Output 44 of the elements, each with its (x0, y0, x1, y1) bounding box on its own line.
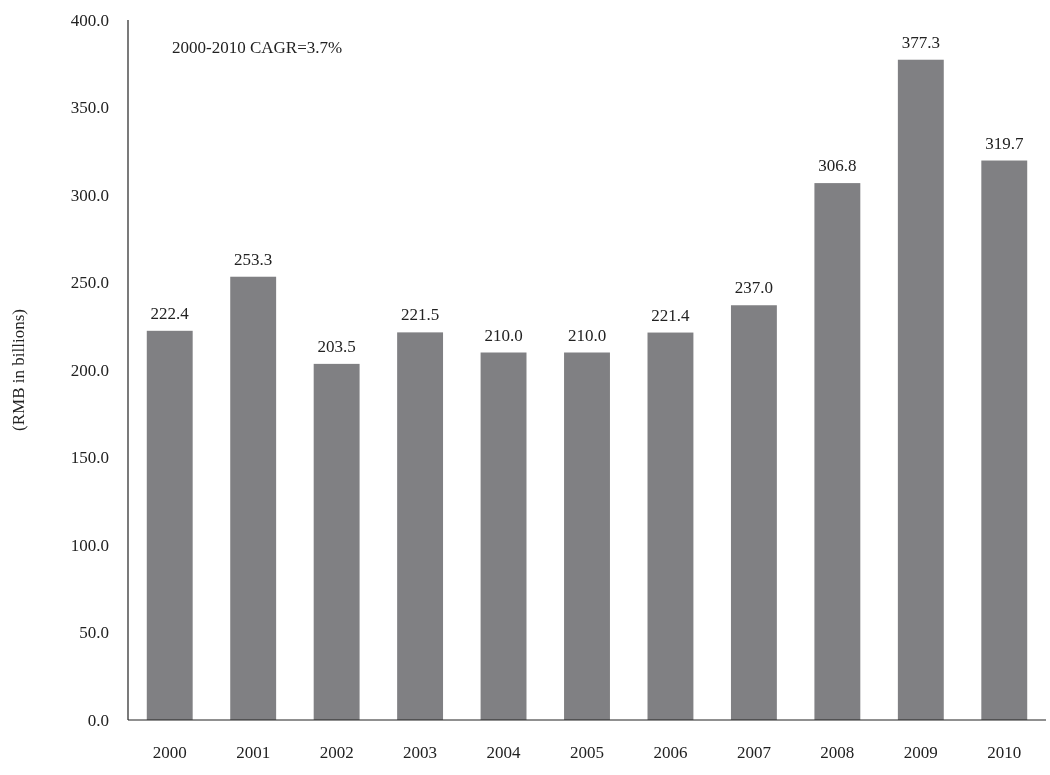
bar (981, 160, 1028, 720)
data-label: 237.0 (734, 278, 774, 298)
data-label: 319.7 (985, 133, 1024, 153)
y-axis-title: (RMB in billions) (8, 309, 28, 431)
data-label: 377.3 (901, 32, 940, 52)
x-tick-label: 2004 (486, 742, 522, 762)
data-label: 222.4 (150, 303, 190, 323)
y-tick-label: 50.0 (79, 623, 109, 643)
data-label: 253.3 (234, 249, 273, 269)
bar (480, 352, 527, 720)
bar (897, 59, 944, 720)
data-label: 203.5 (317, 336, 356, 356)
x-tick-label: 2001 (236, 742, 271, 762)
x-tick-label: 2008 (820, 742, 855, 762)
y-tick-label: 300.0 (70, 185, 109, 205)
bar (397, 332, 444, 720)
data-label: 221.5 (400, 305, 440, 325)
data-label: 210.0 (567, 325, 607, 345)
annotation: 2000-2010 CAGR=3.7% (172, 37, 343, 57)
x-tick-label: 2007 (736, 742, 772, 762)
bar (564, 352, 610, 720)
data-label: 306.8 (818, 156, 857, 176)
y-tick-label: 0.0 (87, 710, 109, 730)
x-tick-label: 2005 (570, 742, 604, 762)
bar (730, 305, 777, 720)
bar (230, 276, 277, 720)
bar (313, 363, 360, 720)
bar (814, 183, 861, 720)
x-tick-label: 2009 (903, 742, 938, 762)
y-tick-label: 200.0 (70, 360, 109, 380)
data-label: 210.0 (484, 325, 523, 345)
y-tick-label: 350.0 (70, 98, 109, 118)
x-tick-label: 2010 (987, 742, 1022, 762)
y-tick-label: 100.0 (70, 535, 109, 555)
y-tick-label: 250.0 (70, 273, 109, 293)
y-tick-label: 150.0 (70, 448, 109, 468)
x-tick-label: 2003 (403, 742, 438, 762)
x-tick-label: 2000 (152, 742, 187, 762)
bar (146, 330, 193, 720)
data-label: 221.4 (651, 305, 691, 325)
x-tick-label: 2006 (653, 742, 688, 762)
y-tick-label: 400.0 (70, 10, 109, 30)
x-tick-label: 2002 (319, 742, 354, 762)
bar (647, 332, 694, 720)
